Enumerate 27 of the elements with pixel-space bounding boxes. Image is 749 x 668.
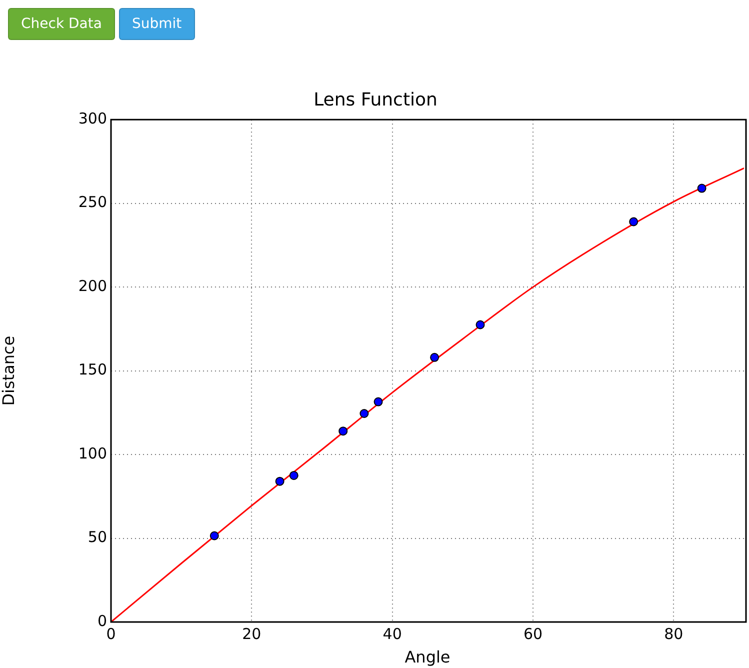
point xyxy=(275,476,284,486)
x-axis-title: Angle xyxy=(404,648,450,667)
point xyxy=(210,531,219,540)
y-tick-label: 250 xyxy=(78,193,107,212)
button: Check Data xyxy=(8,8,115,40)
y-tick-label: 300 xyxy=(78,109,107,128)
button: Submit xyxy=(118,8,195,40)
x-tick-label: 20 xyxy=(242,624,262,643)
point xyxy=(629,217,638,226)
line-series xyxy=(111,167,744,622)
y-tick-label: 50 xyxy=(88,528,107,546)
y-tick-label: 100 xyxy=(78,444,107,462)
y-tick-label: 200 xyxy=(78,276,107,295)
x-tick-label: 80 xyxy=(664,624,684,643)
point xyxy=(289,470,298,480)
y-axis-title: Distance xyxy=(0,336,18,406)
point xyxy=(374,397,383,406)
point xyxy=(338,426,348,436)
y-tick-label: 0 xyxy=(97,612,107,630)
point xyxy=(476,320,485,330)
point xyxy=(360,409,369,418)
x-tick-label: 40 xyxy=(382,624,402,643)
chart-title: Lens Function xyxy=(314,89,438,110)
point xyxy=(430,352,440,362)
point xyxy=(697,184,706,193)
x-tick-label: 60 xyxy=(523,624,543,643)
y-tick-label: 150 xyxy=(78,360,107,379)
